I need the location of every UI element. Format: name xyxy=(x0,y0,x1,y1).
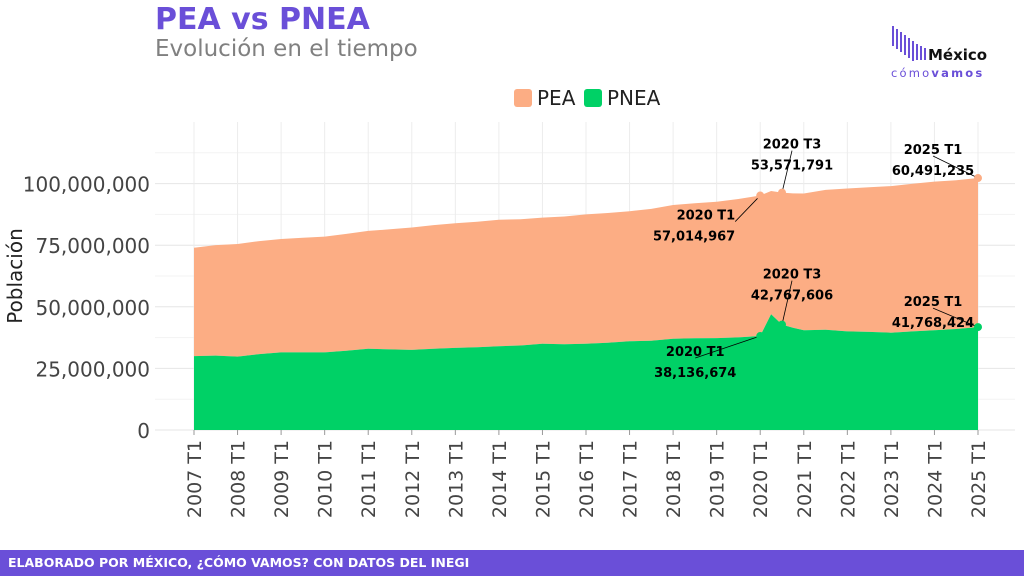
y-tick-label: 0 xyxy=(137,419,150,443)
annotation-leader-line xyxy=(695,335,761,359)
x-tick-label: 2010 T1 xyxy=(315,440,337,518)
y-tick-label: 100,000,000 xyxy=(23,173,150,197)
annotation-point xyxy=(756,332,765,341)
x-tick-label: 2012 T1 xyxy=(402,440,424,518)
annotation-leader-line xyxy=(932,155,979,179)
footer-source-text: ELABORADO POR MÉXICO, ¿CÓMO VAMOS? CON D… xyxy=(8,555,470,570)
x-tick-label: 2018 T1 xyxy=(663,440,685,518)
chart-title: PEA vs PNEA xyxy=(155,2,370,37)
x-tick-label: 2023 T1 xyxy=(881,440,903,518)
x-tick-label: 2013 T1 xyxy=(445,440,467,518)
x-tick-label: 2025 T1 xyxy=(968,440,990,518)
logo-name: México xyxy=(928,46,988,64)
x-tick-label: 2024 T1 xyxy=(924,440,946,518)
annotation-value: 60,491,235 xyxy=(892,164,974,179)
x-tick-label: 2007 T1 xyxy=(184,440,206,518)
legend-label-pnea: PNEA xyxy=(607,86,661,110)
x-tick-label: 2016 T1 xyxy=(576,440,598,518)
annotation-leader-line xyxy=(932,307,979,328)
logo-tagline: cómovamos xyxy=(891,66,985,80)
x-tick-label: 2021 T1 xyxy=(794,440,816,518)
x-tick-label: 2015 T1 xyxy=(532,440,554,518)
annotation-value: 57,014,967 xyxy=(653,230,735,245)
x-tick-label: 2019 T1 xyxy=(707,440,729,518)
legend-swatch-pea xyxy=(514,89,532,107)
annotation-point xyxy=(974,323,982,332)
x-tick-label: 2008 T1 xyxy=(228,440,250,518)
footer-bar: ELABORADO POR MÉXICO, ¿CÓMO VAMOS? CON D… xyxy=(0,550,1024,576)
y-tick-label: 25,000,000 xyxy=(35,357,150,381)
y-tick-label: 50,000,000 xyxy=(35,296,150,320)
annotation-value: 53,571,791 xyxy=(751,159,833,174)
annotation-leader-line xyxy=(781,280,793,325)
x-tick-label: 2022 T1 xyxy=(837,440,859,518)
annotation-leader-line xyxy=(734,195,761,222)
pnea-area xyxy=(194,314,978,430)
area-chart: 0 25,000,000 50,000,000 75,000,000 100,000,0… xyxy=(3,86,1015,518)
mexico-como-vamos-logo: México cómovamos xyxy=(890,24,1010,84)
pea-area xyxy=(194,178,978,357)
legend-swatch-pnea xyxy=(584,89,602,107)
annotation-label: 2020 T3 xyxy=(763,138,822,153)
annotation-label: 2020 T3 xyxy=(763,268,822,283)
x-tick-label: 2017 T1 xyxy=(620,440,642,518)
annotation-value: 41,768,424 xyxy=(892,316,974,331)
chart-subtitle: Evolución en el tiempo xyxy=(155,36,418,62)
annotation-value: 38,136,674 xyxy=(654,366,736,381)
annotation-label: 2020 T1 xyxy=(677,209,736,224)
annotation-label: 2025 T1 xyxy=(904,143,963,158)
legend-label-pea: PEA xyxy=(537,86,576,110)
x-tick-label: 2011 T1 xyxy=(358,440,380,518)
annotation-value: 42,767,606 xyxy=(751,289,833,304)
annotation-label: 2020 T1 xyxy=(666,345,725,360)
annotation-point xyxy=(778,320,786,329)
x-tick-label: 2009 T1 xyxy=(271,440,293,518)
x-tick-label: 2020 T1 xyxy=(750,440,772,518)
y-tick-label: 75,000,000 xyxy=(35,234,150,258)
annotation-point xyxy=(974,174,982,183)
annotation-point xyxy=(778,188,786,197)
y-axis-label: Población xyxy=(3,228,27,324)
x-tick-label: 2014 T1 xyxy=(489,440,511,518)
annotation-point xyxy=(756,191,765,200)
annotation-label: 2025 T1 xyxy=(904,295,963,310)
annotation-leader-line xyxy=(781,150,793,193)
